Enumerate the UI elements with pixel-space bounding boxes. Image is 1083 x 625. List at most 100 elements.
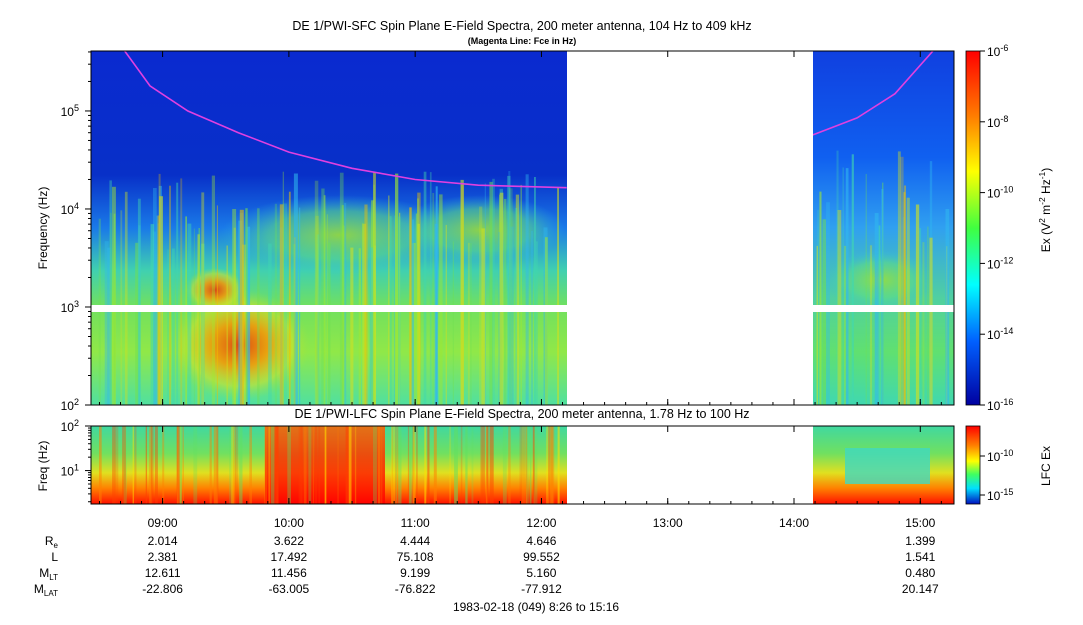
x-tick-label: 11:00	[401, 516, 430, 530]
lfc-title: DE 1/PWI-LFC Spin Plane E-Field Spectra,…	[294, 407, 749, 421]
sfc-streak	[439, 194, 443, 405]
lfc-streak	[394, 426, 399, 504]
lfc-streak	[433, 426, 437, 504]
time-range-footer: 1983-02-18 (049) 8:26 to 15:16	[453, 600, 619, 614]
lfc-streak	[398, 426, 402, 504]
sfc-streak	[481, 228, 486, 405]
sfc-streak	[279, 204, 284, 405]
sfc-streak	[283, 203, 287, 405]
lfc-streak	[99, 426, 102, 504]
lfc-streak	[298, 426, 302, 504]
lfc-streak	[354, 426, 357, 504]
lfc-streak	[465, 426, 468, 504]
lfc-streak	[274, 426, 279, 504]
sfc-streak	[906, 197, 910, 405]
sfc-streak	[135, 242, 139, 405]
sfc-streak	[434, 223, 438, 405]
lfc-streak	[486, 426, 488, 504]
ephemeris-value: 9.199	[400, 566, 430, 580]
sfc-streak	[508, 171, 511, 405]
sfc-streak	[881, 188, 884, 405]
sfc-colorbar-tick-label: 10-12	[987, 255, 1013, 271]
sfc-streak	[520, 184, 522, 405]
sfc-streak	[157, 223, 159, 405]
sfc-colorbar-tick-label: 10-6	[987, 43, 1008, 59]
lfc-streak	[213, 426, 218, 504]
sfc-y-axis-label: Frequency (Hz)	[36, 187, 50, 270]
lfc-colorbar-ticks: 10-10 10-15	[980, 448, 1013, 503]
lfc-streak	[132, 426, 134, 504]
sfc-streak	[826, 202, 830, 405]
sfc-y-tick-label: 102	[61, 397, 79, 413]
sfc-streak	[233, 227, 236, 405]
lfc-streak	[337, 426, 339, 504]
lfc-streak	[134, 426, 137, 504]
sfc-streak	[169, 185, 171, 405]
sfc-streak	[882, 182, 884, 405]
ephemeris-value: -77.912	[521, 582, 562, 596]
sfc-subtitle: (Magenta Line: Fce in Hz)	[468, 36, 577, 46]
lfc-streak	[324, 426, 327, 504]
sfc-streak	[507, 175, 511, 405]
sfc-streak	[171, 248, 175, 405]
sfc-streak	[417, 198, 420, 405]
sfc-streak	[467, 242, 470, 405]
x-tick-label: 15:00	[905, 516, 935, 530]
sfc-streak	[150, 224, 155, 405]
lfc-streak	[154, 426, 158, 504]
lfc-streak	[112, 426, 116, 504]
sfc-streak	[362, 222, 364, 405]
lfc-streak	[391, 426, 394, 504]
lfc-streak	[123, 426, 127, 504]
lfc-streak	[114, 426, 119, 504]
sfc-streak	[226, 245, 228, 405]
sfc-streak	[900, 156, 904, 405]
sfc-colorbar	[965, 50, 981, 406]
lfc-streak	[345, 426, 349, 504]
lfc-streak	[530, 426, 532, 504]
ephemeris-row-label: Re	[45, 534, 59, 550]
ephemeris-value: 12.611	[145, 566, 181, 580]
sfc-colorbar-ticks: 10-6 10-8 10-10 10-12 10-14 10-16	[980, 43, 1013, 413]
sfc-streak	[282, 171, 284, 405]
sfc-title: DE 1/PWI-SFC Spin Plane E-Field Spectra,…	[292, 19, 751, 33]
x-tick-label: 09:00	[148, 516, 178, 530]
sfc-streak	[323, 195, 326, 405]
lfc-streak	[122, 426, 126, 504]
ephemeris-value: -22.806	[142, 582, 183, 596]
sfc-streak	[919, 228, 922, 405]
lfc-streak	[268, 426, 271, 504]
sfc-y-tick-label: 103	[61, 299, 79, 315]
lfc-colorbar-tick-label: 10-10	[987, 448, 1013, 464]
sfc-streak	[822, 219, 826, 405]
ephemeris-value: 75.108	[397, 550, 434, 564]
lfc-streak	[179, 426, 182, 504]
sfc-y-axis: 102 103 104 105	[61, 51, 91, 413]
lfc-streak	[300, 426, 303, 504]
lfc-streak	[409, 426, 411, 504]
sfc-streak	[109, 180, 112, 405]
ephemeris-value: 17.492	[271, 550, 308, 564]
sfc-streak	[535, 241, 538, 405]
lfc-streak	[249, 426, 252, 504]
lfc-streak	[264, 426, 267, 504]
lfc-streak	[234, 426, 239, 504]
sfc-streak	[107, 247, 111, 405]
sfc-streak	[274, 203, 278, 405]
sfc-streak	[198, 228, 200, 405]
sfc-hot-region-upper	[185, 268, 245, 312]
lfc-streak	[395, 426, 397, 504]
lfc-streak	[546, 426, 550, 504]
sfc-streak	[104, 241, 109, 405]
lfc-streak	[271, 426, 275, 504]
sfc-streak	[293, 244, 296, 405]
sfc-streak	[499, 192, 504, 405]
sfc-streak	[927, 226, 929, 405]
lfc-streak	[480, 426, 483, 504]
sfc-streak	[525, 174, 529, 405]
sfc-streak	[201, 192, 205, 405]
sfc-streak	[842, 167, 844, 405]
lfc-colorbar-tick-label: 10-15	[987, 487, 1013, 503]
lfc-streak	[532, 426, 535, 504]
sfc-streak	[915, 204, 920, 405]
